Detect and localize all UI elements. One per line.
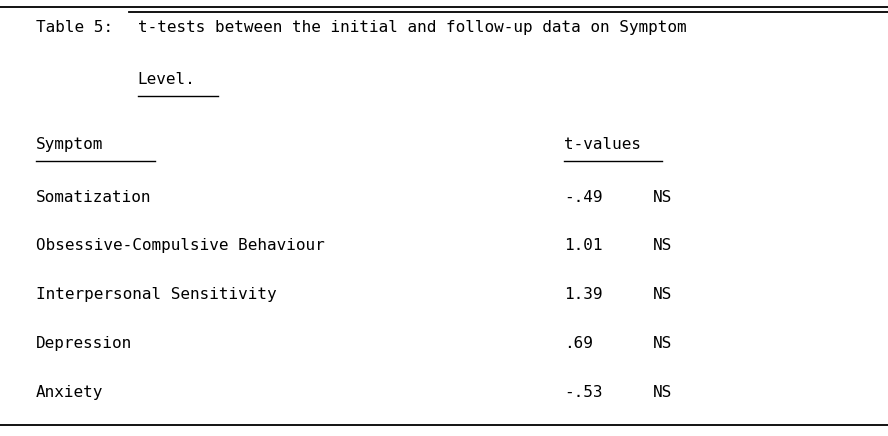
- Text: t-tests between the initial and follow-up data on Symptom: t-tests between the initial and follow-u…: [138, 20, 686, 34]
- Text: Interpersonal Sensitivity: Interpersonal Sensitivity: [36, 287, 276, 302]
- Text: Depression: Depression: [36, 336, 131, 351]
- Text: NS: NS: [653, 336, 672, 351]
- Text: -.49: -.49: [564, 190, 602, 204]
- Text: t-values: t-values: [564, 137, 641, 152]
- Text: Symptom: Symptom: [36, 137, 103, 152]
- Text: NS: NS: [653, 238, 672, 253]
- Text: Level.: Level.: [138, 72, 195, 87]
- Text: .69: .69: [564, 336, 593, 351]
- Text: NS: NS: [653, 190, 672, 204]
- Text: 1.39: 1.39: [564, 287, 602, 302]
- Text: Anxiety: Anxiety: [36, 385, 103, 400]
- Text: Somatization: Somatization: [36, 190, 151, 204]
- Text: NS: NS: [653, 287, 672, 302]
- Text: -.53: -.53: [564, 385, 602, 400]
- Text: Obsessive-Compulsive Behaviour: Obsessive-Compulsive Behaviour: [36, 238, 324, 253]
- Text: 1.01: 1.01: [564, 238, 602, 253]
- Text: Table 5:: Table 5:: [36, 20, 113, 34]
- Text: NS: NS: [653, 385, 672, 400]
